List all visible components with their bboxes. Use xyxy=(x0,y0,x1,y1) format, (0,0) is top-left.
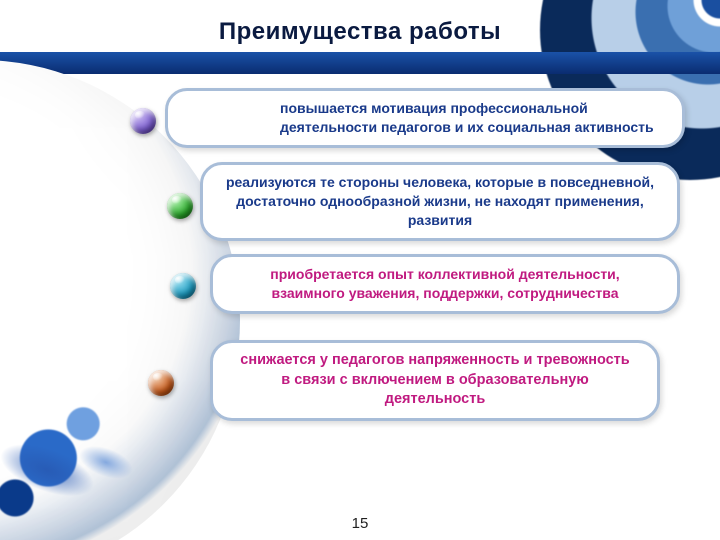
benefit-text-1: повышается мотивация профессиональной де… xyxy=(190,99,660,137)
benefit-pill-3: приобретается опыт коллективной деятельн… xyxy=(210,254,680,314)
benefit-pill-1: повышается мотивация профессиональной де… xyxy=(165,88,685,148)
slide-stage: Преимущества работы повышается мотивация… xyxy=(0,0,720,540)
title-bar xyxy=(0,52,720,74)
benefit-pill-4: снижается у педагогов напряженность и тр… xyxy=(210,340,660,421)
benefit-pill-2: реализуются те стороны человека, которые… xyxy=(200,162,680,241)
slide-title: Преимущества работы xyxy=(0,18,720,46)
bullet-sphere-1 xyxy=(130,108,156,134)
bullet-sphere-3 xyxy=(170,273,196,299)
bullet-sphere-4 xyxy=(148,370,174,396)
bullet-sphere-2 xyxy=(167,193,193,219)
